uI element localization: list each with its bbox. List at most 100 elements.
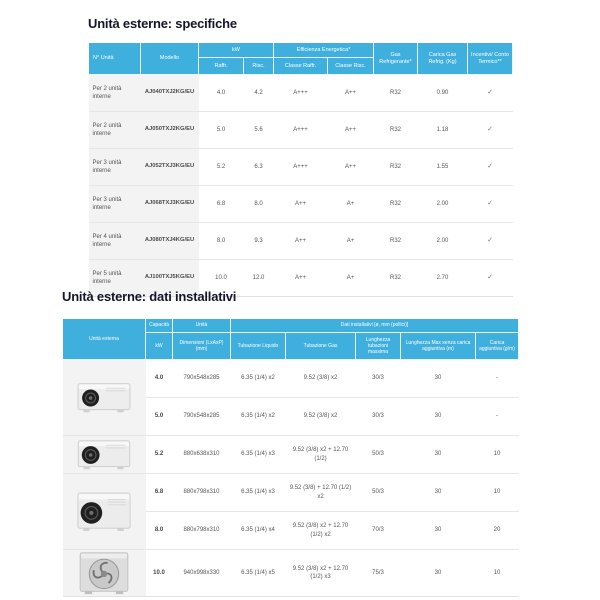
table-row: 6.8 880x798x310 6.35 (1/4) x3 9.52 (3/8)… bbox=[62, 473, 519, 550]
cell-kw-raffr: 10.0 bbox=[198, 259, 244, 297]
col-header-incentivi: Incentivi/ Conto Termico** bbox=[467, 42, 514, 75]
install-table: Unità esterna Capacità Unità Dati instal… bbox=[62, 318, 520, 597]
cell-tubazione-liquido: 6.35 (1/4) x3 bbox=[230, 435, 286, 474]
cell-lunghezza-senza-carica: 30 bbox=[434, 375, 442, 382]
cell-classe-risc: A+ bbox=[327, 185, 374, 223]
cell-gas: R32 bbox=[390, 89, 402, 96]
table-row: Per 3 unità interne AJ052TXJ3KG/EU 5.2 6… bbox=[88, 148, 513, 186]
cell-capacita: 10.0 bbox=[145, 549, 173, 597]
cell-n-unita: Per 2 unità interne bbox=[88, 74, 141, 112]
cell-lunghezza-senza-carica: 30 bbox=[400, 397, 476, 436]
col-header-carica-aggiuntiva: Carica aggiuntiva (g/m) bbox=[474, 332, 520, 360]
cell-kw-risc: 5.6 bbox=[243, 111, 274, 149]
col-group-efficienza: Efficienza Energetica* bbox=[273, 42, 375, 58]
cell-carica-aggiuntiva: 10 bbox=[475, 549, 519, 597]
col-header-dimensioni: Dimensioni (LxAxP) (mm) bbox=[172, 332, 231, 360]
cell-carica: 2.70 bbox=[417, 259, 468, 297]
cell-kw-raffr: 6.8 bbox=[198, 185, 244, 223]
col-header-kw: kW bbox=[145, 332, 173, 360]
col-group-capacita: Capacità bbox=[145, 318, 173, 333]
outdoor-unit-medium-image bbox=[62, 435, 146, 474]
col-header-classe-raffr: Classe Raffr. bbox=[273, 57, 329, 75]
cell-classe-raffr: A+++ bbox=[293, 89, 308, 96]
table-row: Per 4 unità interne AJ080TXJ4KG/EU 8.0 9… bbox=[88, 222, 513, 260]
col-header-tubazione-gas: Tubazione Gas bbox=[285, 332, 356, 360]
table-row: Per 5 unità interne AJ100TXJ5KG/EU 10.0 … bbox=[88, 259, 513, 297]
cell-lunghezza-max: 70/3 bbox=[355, 511, 401, 550]
cell-modello: AJ068TXJ3KG/EU bbox=[140, 185, 199, 223]
cell-tubazione-gas: 9.52 (3/8) x2 bbox=[303, 375, 338, 382]
cell-classe-raffr: A++ bbox=[273, 185, 328, 223]
outdoor-unit-small-image bbox=[62, 359, 146, 436]
cell-dimensioni: 790x548x285 bbox=[172, 397, 231, 436]
table-row: 10.0 940x998x330 6.35 (1/4) x5 9.52 (3/8… bbox=[62, 549, 519, 597]
table-row: 5.0 790x548x285 6.35 (1/4) x2 9.52 (3/8)… bbox=[63, 397, 519, 436]
cell-tubazione-gas: 9.52 (3/8) x2 + 12.70 (1/2) x3 bbox=[285, 549, 356, 597]
cell-classe-risc: A++ bbox=[345, 89, 357, 96]
col-header-classe-risc: Classe Risc. bbox=[327, 57, 375, 75]
outdoor-unit-icon bbox=[77, 382, 131, 412]
cell-n-unita: Per 3 unità interne bbox=[88, 185, 141, 223]
cell-carica: 1.55 bbox=[417, 148, 468, 186]
specs-table: N° Unità Modello kW Efficienza Energetic… bbox=[88, 42, 514, 297]
section-title-specifiche: Unità esterne: specifiche bbox=[88, 16, 237, 31]
cell-classe-risc: A++ bbox=[327, 148, 374, 186]
cell-tubazione-gas: 9.52 (3/8) + 12.70 (1/2) x2 bbox=[285, 473, 356, 512]
cell-gas: R32 bbox=[373, 148, 418, 186]
cell-lunghezza-max: 50/3 bbox=[355, 435, 401, 474]
cell-dimensioni: 880x798x310 bbox=[172, 473, 231, 512]
cell-capacita: 5.0 bbox=[145, 397, 173, 436]
cell-classe-raffr: A++ bbox=[273, 259, 328, 297]
cell-gas: R32 bbox=[373, 259, 418, 297]
cell-classe-raffr: A+++ bbox=[273, 148, 328, 186]
cell-classe-raffr: A++ bbox=[273, 222, 328, 260]
cell-kw-raffr: 5.0 bbox=[198, 111, 244, 149]
cell-dimensioni: 790x548x285 bbox=[183, 375, 220, 382]
cell-capacita: 5.2 bbox=[145, 435, 173, 474]
outdoor-unit-icon bbox=[77, 439, 131, 469]
cell-n-unita: Per 2 unità interne bbox=[88, 111, 141, 149]
cell-tubazione-gas: 9.52 (3/8) x2 + 12.70 (1/2) x2 bbox=[285, 511, 356, 550]
table-row: 8.0 880x798x310 6.35 (1/4) x4 9.52 (3/8)… bbox=[63, 511, 519, 550]
cell-classe-raffr: A+++ bbox=[273, 111, 328, 149]
cell-carica: 2.00 bbox=[417, 222, 468, 260]
checkmark-icon: ✓ bbox=[467, 148, 513, 186]
table-row: 5.2 880x638x310 6.35 (1/4) x3 9.52 (3/8)… bbox=[62, 435, 519, 474]
checkmark-icon: ✓ bbox=[467, 259, 513, 297]
cell-modello: AJ080TXJ4KG/EU bbox=[140, 222, 199, 260]
cell-carica-aggiuntiva: - bbox=[475, 397, 519, 436]
cell-kw-raffr: 5.2 bbox=[198, 148, 244, 186]
cell-capacita: 8.0 bbox=[145, 511, 173, 550]
cell-classe-risc: A+ bbox=[327, 222, 374, 260]
outdoor-unit-tall-image bbox=[62, 473, 146, 550]
cell-modello: AJ100TXJ5KG/EU bbox=[140, 259, 199, 297]
col-header-unita-esterna: Unità esterna bbox=[62, 318, 146, 360]
cell-kw-risc: 9.3 bbox=[243, 222, 274, 260]
cell-carica: 1.18 bbox=[417, 111, 468, 149]
cell-classe-risc: A++ bbox=[327, 111, 374, 149]
cell-kw-risc: 12.0 bbox=[243, 259, 274, 297]
cell-capacita: 6.8 bbox=[145, 473, 173, 512]
outdoor-unit-icon bbox=[79, 552, 129, 595]
cell-kw-risc: 4.2 bbox=[254, 89, 263, 96]
cell-lunghezza-senza-carica: 30 bbox=[400, 435, 476, 474]
table-row: Per 2 unità interne AJ040TXJ2KG/EU 4.0 4… bbox=[88, 74, 513, 112]
cell-modello: AJ050TXJ2KG/EU bbox=[140, 111, 199, 149]
cell-dimensioni: 880x798x310 bbox=[172, 511, 231, 550]
cell-tubazione-liquido: 6.35 (1/4) x2 bbox=[241, 375, 275, 382]
checkmark-icon: ✓ bbox=[467, 222, 513, 260]
col-header-lunghezza-max: Lunghezza tubazioni massima bbox=[355, 332, 401, 360]
cell-lunghezza-max: 75/3 bbox=[355, 549, 401, 597]
cell-tubazione-liquido: 6.35 (1/4) x2 bbox=[230, 397, 286, 436]
cell-gas: R32 bbox=[373, 185, 418, 223]
cell-capacita: 4.0 bbox=[154, 375, 164, 382]
cell-tubazione-liquido: 6.35 (1/4) x5 bbox=[230, 549, 286, 597]
cell-lunghezza-max: 30/3 bbox=[355, 397, 401, 436]
specs-table-container: N° Unità Modello kW Efficienza Energetic… bbox=[88, 42, 514, 297]
cell-carica-aggiuntiva: 20 bbox=[475, 511, 519, 550]
cell-carica-aggiuntiva: 10 bbox=[475, 435, 519, 474]
cell-dimensioni: 940x998x330 bbox=[172, 549, 231, 597]
cell-lunghezza-max: 50/3 bbox=[355, 473, 401, 512]
cell-tubazione-liquido: 6.35 (1/4) x3 bbox=[230, 473, 286, 512]
